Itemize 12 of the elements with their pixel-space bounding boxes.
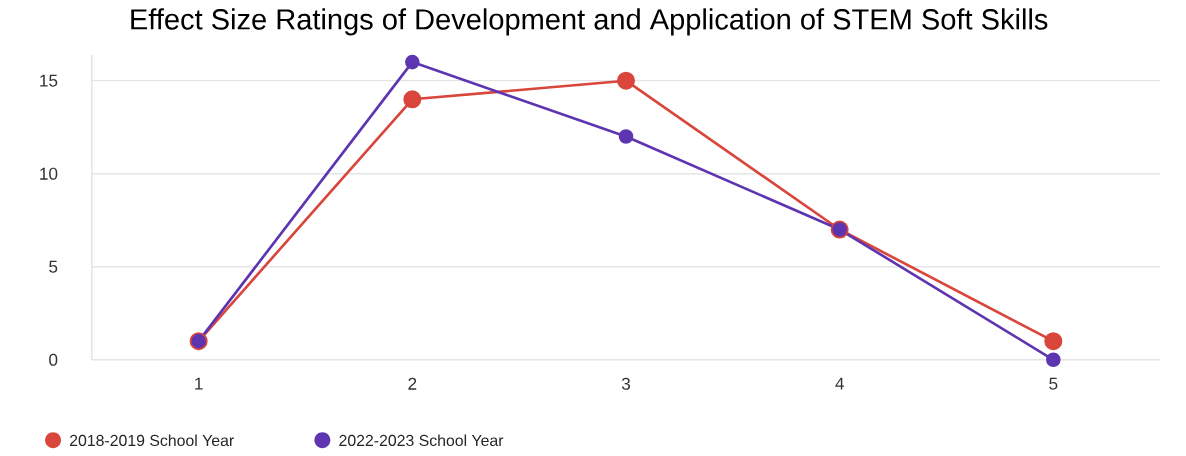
x-tick-label: 2: [408, 377, 417, 390]
x-tick-label: 3: [621, 377, 631, 390]
x-tick-label: 4: [835, 377, 844, 390]
legend-label: 2018-2019 School Year: [70, 434, 234, 446]
x-tick-label: 5: [1049, 377, 1058, 390]
y-tick-label: 0: [49, 353, 58, 366]
y-tick-label: 15: [40, 74, 58, 87]
y-tick-label: 5: [49, 260, 58, 273]
chart-title: Effect Size Ratings of Development and Application of STEM Soft Skills: [131, 8, 1048, 36]
x-tick-label: 1: [195, 377, 203, 390]
legend-label: 2022-2023 School Year: [339, 434, 504, 446]
y-tick-label: 10: [40, 167, 58, 180]
